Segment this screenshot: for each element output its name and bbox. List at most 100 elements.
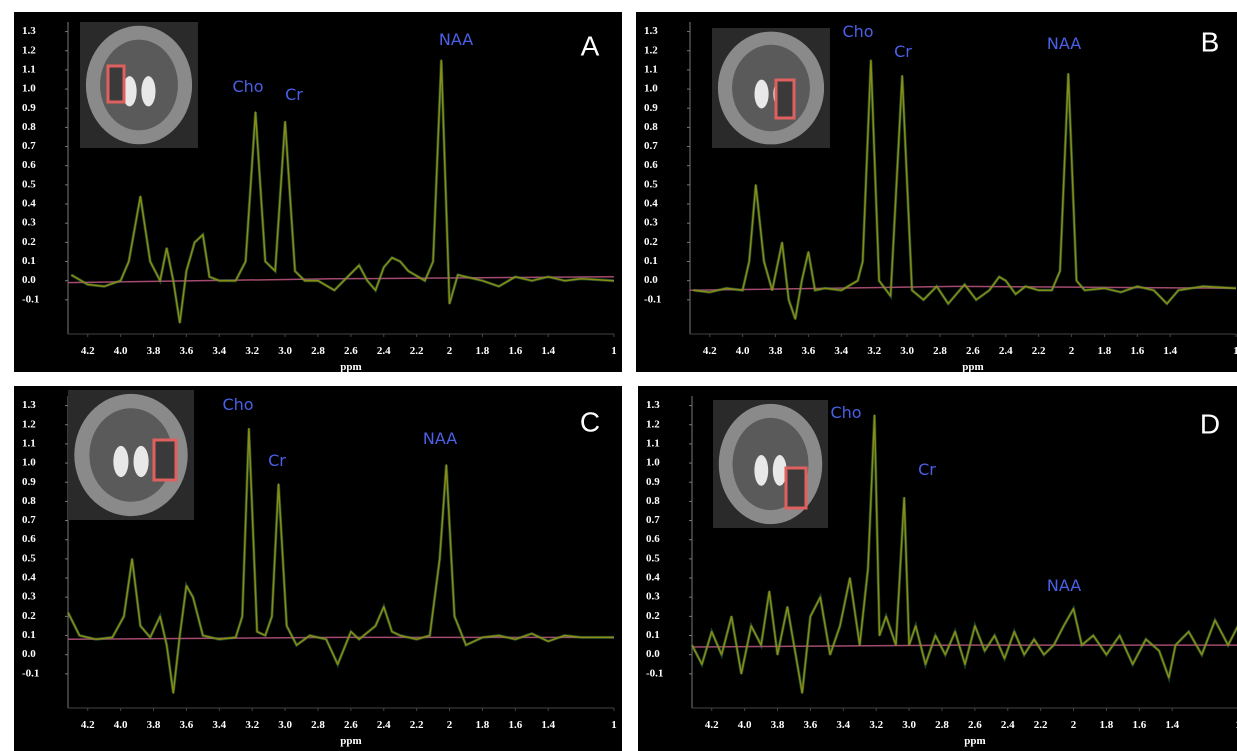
roi-box: [106, 64, 126, 104]
x-tick-label: 3.2: [869, 719, 883, 731]
x-tick-label: 1.8: [1098, 345, 1112, 357]
y-tick-label: 0.0: [22, 648, 36, 660]
y-tick-label: 0.1: [22, 629, 36, 641]
y-tick-label: 0.8: [646, 495, 660, 507]
y-tick-label: 0.1: [644, 255, 658, 267]
y-tick-label: 0.0: [646, 648, 660, 660]
x-tick-label: 2.6: [344, 719, 358, 731]
x-tick-label: 3.0: [278, 345, 292, 357]
x-tick-label: 3.4: [836, 719, 850, 731]
x-tick-label: 2.2: [1034, 719, 1048, 731]
x-tick-label: 3.2: [867, 345, 881, 357]
x-tick-label: 1: [611, 719, 617, 731]
y-tick-label: 1.1: [22, 437, 36, 449]
y-tick-label: 0.8: [644, 121, 658, 133]
x-tick-label: 4.2: [705, 719, 719, 731]
x-tick-label: 1.6: [1130, 345, 1144, 357]
peak-label: Cho: [232, 77, 263, 96]
y-tick-label: 0.9: [22, 102, 36, 114]
panel: 1.3 1.2 1.1 1.0 0.9 0.8 0.7 0.6 0.5 0.4 0.3 0.2 0.1 0…: [636, 12, 1237, 373]
x-tick-label: 1.4: [541, 719, 555, 731]
x-tick-label: 1.6: [508, 345, 522, 357]
y-tick-label: 0.5: [22, 178, 36, 190]
x-tick-label: 1.6: [1132, 719, 1146, 731]
x-tick-label: 3.8: [771, 719, 785, 731]
x-tick-label: 3.6: [180, 345, 194, 357]
y-tick-label: 0.3: [22, 217, 36, 229]
panel: 1.3 1.2 1.1 1.0 0.9 0.8 0.7 0.6 0.5 0.4 0.3 0.2 0.1 0…: [14, 386, 622, 751]
x-tick-label: 3.2: [245, 719, 259, 731]
spectrum-line: [693, 59, 1237, 320]
y-tick-label: 0.4: [644, 198, 658, 210]
y-tick-label: 1.0: [644, 83, 658, 95]
y-tick-label: 0.0: [644, 274, 658, 286]
peak-label: Cho: [222, 395, 253, 414]
panel-label: A: [581, 30, 600, 61]
x-tick-label: 2.2: [410, 719, 424, 731]
y-tick-label: 0.4: [646, 572, 660, 584]
peak-label: Cho: [842, 22, 873, 41]
peak-label: Cho: [830, 403, 861, 422]
y-tick-label: 1.0: [22, 83, 36, 95]
brain-ventricle: [141, 76, 156, 107]
y-tick-label: 0.5: [22, 552, 36, 564]
y-tick-label: 0.1: [22, 255, 36, 267]
x-tick-label: 4.2: [703, 345, 717, 357]
x-tick-label: 2: [447, 345, 453, 357]
spectrum-line: [67, 427, 614, 694]
x-tick-label: 2.2: [1032, 345, 1046, 357]
spectrum-line: [70, 59, 615, 324]
y-tick-label: 1.3: [646, 399, 660, 411]
y-tick-label: -0.1: [22, 667, 39, 679]
brain-ventricle: [113, 445, 129, 478]
y-tick-label: 0.7: [644, 140, 658, 152]
x-tick-label: 3.6: [180, 719, 194, 731]
x-tick-label: 2.8: [311, 719, 325, 731]
y-tick-label: 1.1: [644, 63, 658, 75]
peak-label: NAA: [423, 429, 457, 448]
x-tick-label: 4.0: [114, 345, 128, 357]
x-tick-label: 3.0: [278, 719, 292, 731]
peak-label: Cr: [894, 42, 912, 61]
brain-ventricle: [133, 445, 149, 478]
x-tick-label: 2.6: [344, 345, 358, 357]
x-tick-label: 4.2: [81, 345, 95, 357]
y-tick-label: 0.3: [646, 591, 660, 603]
y-tick-label: 1.1: [22, 63, 36, 75]
y-tick-label: 0.8: [22, 495, 36, 507]
y-tick-label: 0.7: [22, 514, 36, 526]
y-tick-label: 0.0: [22, 274, 36, 286]
y-tick-label: 0.1: [646, 629, 660, 641]
x-tick-label: 1.8: [476, 719, 490, 731]
x-axis-label: ppm: [340, 735, 361, 747]
roi-box: [784, 466, 808, 510]
x-tick-label: 3.0: [902, 719, 916, 731]
y-tick-label: 1.3: [22, 399, 36, 411]
spectrum-line: [691, 414, 1237, 694]
peak-label: Cr: [268, 451, 286, 470]
x-tick-label: 4.0: [114, 719, 128, 731]
panel-label: D: [1200, 408, 1220, 439]
x-tick-label: 1: [611, 345, 617, 357]
brain-ventricle: [122, 76, 137, 107]
y-tick-label: 1.3: [644, 25, 658, 37]
peak-label: Cr: [285, 85, 303, 104]
x-tick-label: 2: [1071, 719, 1077, 731]
x-tick-label: 3.8: [147, 719, 161, 731]
y-tick-label: 0.7: [646, 514, 660, 526]
peak-label: NAA: [439, 30, 473, 49]
x-tick-label: 2.8: [935, 719, 949, 731]
y-tick-label: -0.1: [646, 667, 663, 679]
y-tick-label: 0.4: [22, 572, 36, 584]
y-tick-label: 1.2: [22, 44, 36, 56]
x-tick-label: 1.8: [1100, 719, 1114, 731]
y-tick-label: 0.5: [646, 552, 660, 564]
x-tick-label: 4.2: [81, 719, 95, 731]
x-tick-label: 2.4: [999, 345, 1013, 357]
peak-label: Cr: [918, 460, 936, 479]
peak-label: NAA: [1047, 34, 1081, 53]
roi-box: [774, 78, 796, 120]
y-tick-label: 0.8: [22, 121, 36, 133]
brain-ventricle: [754, 79, 769, 109]
y-tick-label: 0.2: [644, 236, 658, 248]
